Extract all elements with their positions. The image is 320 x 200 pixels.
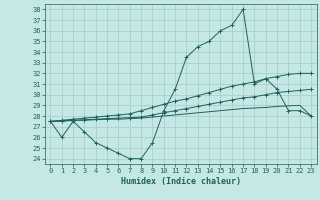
X-axis label: Humidex (Indice chaleur): Humidex (Indice chaleur) bbox=[121, 177, 241, 186]
